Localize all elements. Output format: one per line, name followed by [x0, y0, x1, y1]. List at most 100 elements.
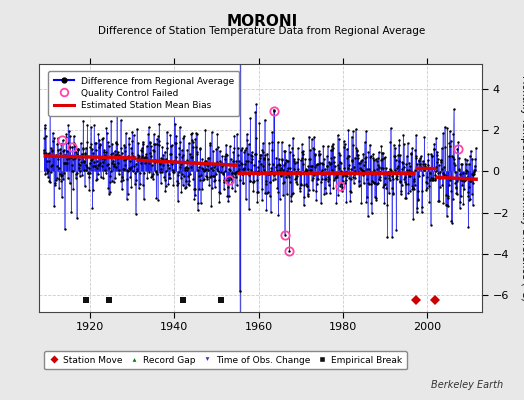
Point	[413, 161, 421, 168]
Point	[398, 169, 407, 176]
Point	[226, 155, 235, 162]
Point	[436, 159, 445, 165]
Point	[171, 120, 179, 127]
Point	[224, 193, 233, 199]
Point	[125, 165, 134, 171]
Point	[212, 159, 221, 165]
Point	[48, 162, 56, 168]
Point	[160, 176, 169, 183]
Point	[195, 177, 204, 183]
Point	[414, 157, 423, 163]
Point	[58, 172, 67, 178]
Point	[239, 165, 248, 171]
Point	[347, 176, 355, 182]
Point	[157, 166, 166, 172]
Point	[310, 134, 318, 140]
Point	[303, 182, 311, 189]
Point	[237, 171, 246, 177]
Point	[306, 146, 314, 153]
Point	[349, 128, 357, 134]
Point	[223, 152, 231, 158]
Point	[97, 162, 106, 169]
Point	[231, 188, 239, 194]
Point	[99, 175, 107, 182]
Point	[91, 163, 99, 169]
Point	[161, 148, 169, 155]
Point	[90, 159, 98, 165]
Point	[312, 188, 321, 194]
Point	[118, 154, 127, 161]
Point	[441, 144, 450, 150]
Point	[323, 163, 332, 170]
Point	[312, 162, 320, 168]
Point	[103, 162, 112, 168]
Point	[154, 171, 162, 178]
Point	[235, 158, 243, 164]
Point	[253, 189, 261, 195]
Point	[378, 164, 387, 171]
Point	[353, 152, 362, 158]
Point	[272, 154, 280, 161]
Point	[408, 182, 416, 189]
Point	[267, 168, 275, 174]
Point	[62, 134, 70, 141]
Point	[459, 169, 467, 176]
Point	[280, 231, 289, 238]
Point	[84, 165, 93, 171]
Point	[253, 177, 261, 184]
Point	[334, 192, 342, 198]
Point	[233, 182, 241, 189]
Point	[205, 174, 214, 180]
Point	[413, 204, 422, 211]
Point	[94, 131, 103, 137]
Point	[238, 161, 246, 167]
Point	[202, 166, 211, 173]
Point	[113, 101, 121, 107]
Point	[136, 181, 144, 187]
Point	[401, 174, 409, 180]
Point	[126, 166, 134, 172]
Point	[180, 133, 188, 139]
Point	[88, 146, 96, 152]
Point	[99, 135, 107, 141]
Point	[407, 151, 416, 158]
Point	[438, 182, 446, 188]
Point	[149, 176, 157, 182]
Point	[125, 158, 134, 164]
Point	[401, 181, 410, 188]
Point	[381, 180, 389, 187]
Point	[264, 156, 272, 162]
Point	[196, 145, 204, 151]
Point	[46, 144, 54, 151]
Point	[214, 176, 223, 183]
Point	[453, 178, 461, 184]
Point	[228, 185, 236, 192]
Point	[361, 159, 369, 166]
Point	[155, 138, 163, 144]
Point	[149, 146, 157, 153]
Point	[237, 146, 245, 153]
Point	[213, 166, 221, 172]
Point	[318, 160, 326, 166]
Point	[42, 153, 50, 160]
Point	[366, 169, 375, 175]
Point	[332, 174, 340, 180]
Point	[114, 160, 123, 166]
Point	[187, 164, 195, 170]
Point	[154, 197, 162, 203]
Point	[113, 141, 121, 148]
Point	[423, 179, 431, 186]
Point	[110, 179, 118, 185]
Point	[133, 126, 141, 132]
Point	[104, 142, 113, 149]
Point	[408, 185, 417, 192]
Point	[143, 143, 151, 149]
Point	[232, 174, 240, 180]
Point	[150, 131, 158, 138]
Point	[85, 186, 93, 193]
Point	[124, 153, 133, 159]
Point	[354, 182, 363, 189]
Point	[210, 164, 218, 170]
Point	[446, 176, 454, 183]
Point	[176, 164, 184, 170]
